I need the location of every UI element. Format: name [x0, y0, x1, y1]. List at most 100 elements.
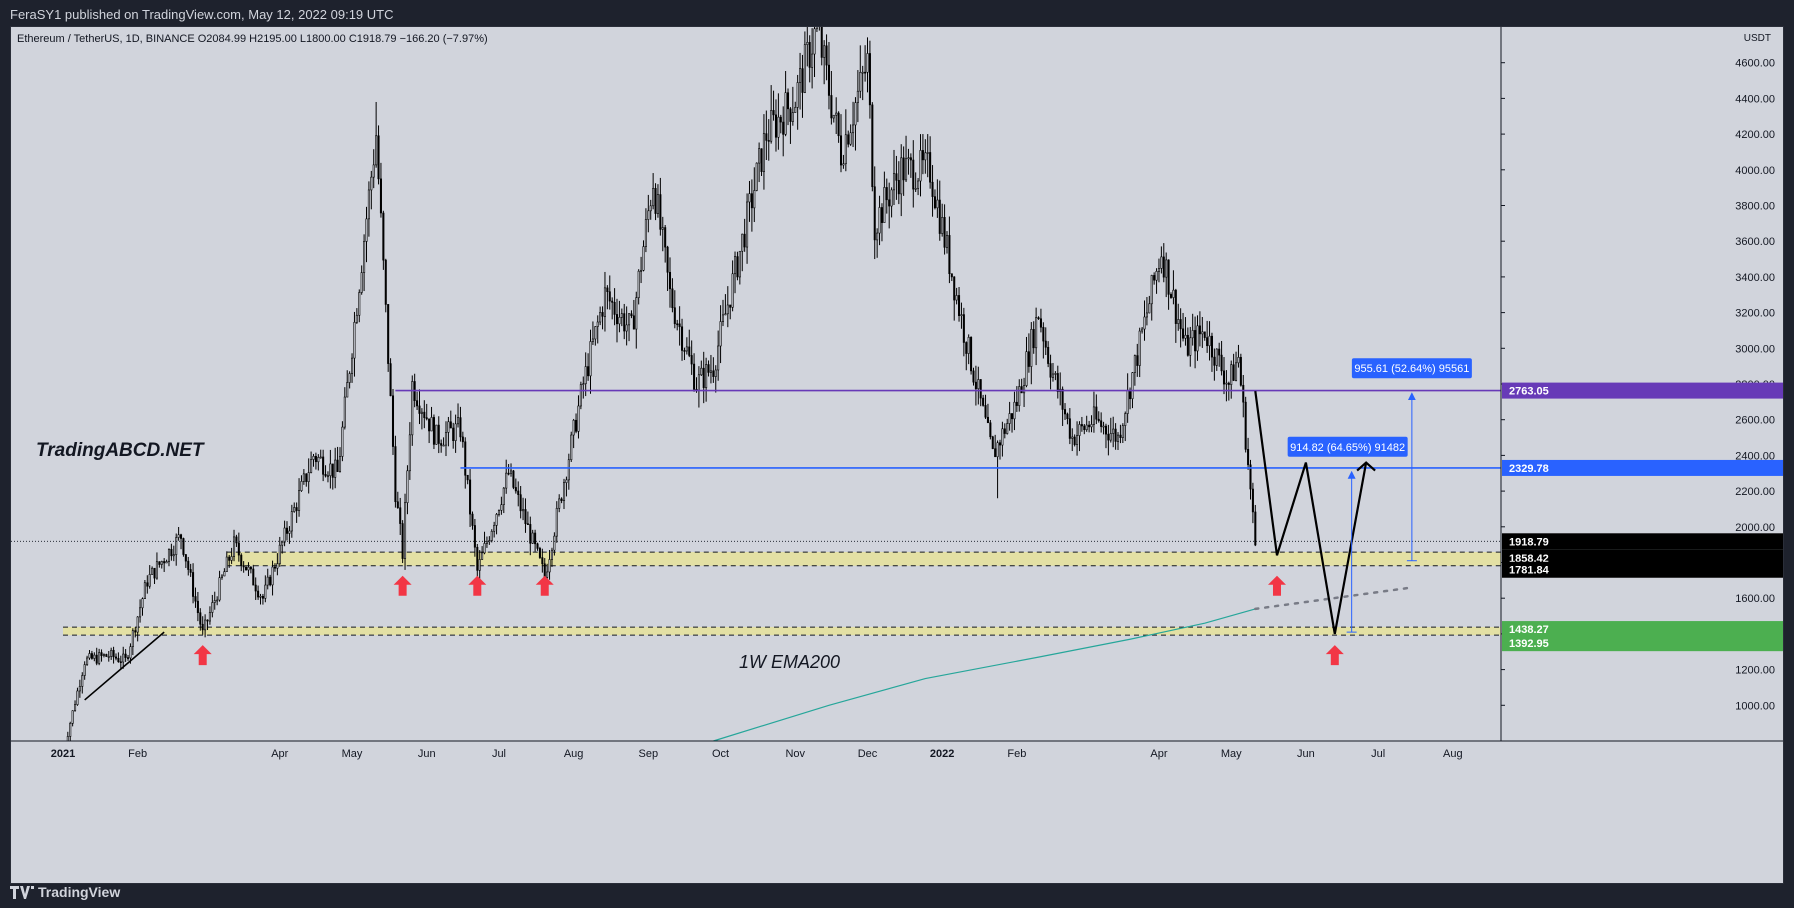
- candle-body: [271, 566, 274, 586]
- time-tick-label: Jun: [1297, 748, 1315, 760]
- upper-support-zone: [226, 552, 1502, 566]
- candle-body: [1129, 389, 1132, 400]
- candle-body: [986, 416, 989, 424]
- candle-body: [440, 443, 443, 446]
- candle-body: [965, 342, 968, 354]
- price-tick-label: 4200.00: [1735, 129, 1775, 141]
- time-tick-label: Feb: [128, 748, 147, 760]
- candle-body: [358, 292, 361, 316]
- candle-body: [796, 82, 799, 108]
- candle-body: [497, 510, 500, 515]
- candle-body: [1066, 413, 1069, 420]
- buy-arrow-5: [1325, 645, 1344, 666]
- candle-body: [305, 473, 308, 482]
- candle-body: [1174, 289, 1177, 324]
- candle-body: [505, 472, 508, 489]
- candle-body: [204, 619, 207, 631]
- candle-body: [213, 600, 216, 603]
- candle-body: [1239, 357, 1242, 386]
- candle-body: [827, 64, 830, 96]
- candle-body: [254, 584, 257, 592]
- candle-body: [86, 657, 89, 665]
- candle-body: [136, 616, 139, 633]
- candle-body: [671, 288, 674, 309]
- candle-body: [194, 596, 197, 602]
- candle-body: [343, 396, 346, 428]
- candle-body: [982, 397, 985, 406]
- candle-body: [404, 502, 407, 559]
- candle-body: [823, 45, 826, 58]
- candle-body: [594, 326, 597, 340]
- candle-body: [601, 312, 604, 317]
- candle-body: [668, 271, 672, 290]
- lower-support-zone: [63, 627, 1501, 636]
- candle-body: [331, 463, 334, 478]
- candle-body: [485, 541, 488, 544]
- candle-body: [830, 95, 833, 119]
- candle-body: [1232, 364, 1235, 381]
- candle-body: [929, 152, 932, 183]
- candle-body: [541, 557, 544, 565]
- candle-body: [88, 653, 91, 659]
- candle-body: [529, 524, 532, 544]
- candlestick-chart[interactable]: 914.82 (64.65%) 91482 955.61 (52.64%) 955…: [11, 27, 1784, 884]
- candle-body: [1104, 425, 1107, 435]
- price-tick-label: 3000.00: [1735, 343, 1775, 355]
- lower-zone-top-tag-bg: [1502, 621, 1783, 638]
- price-tick-label: 2600.00: [1735, 415, 1775, 427]
- candle-body: [310, 459, 313, 473]
- candle-body: [1032, 329, 1035, 349]
- candle-body: [175, 537, 178, 555]
- candle-body: [1076, 435, 1079, 445]
- time-tick-label: Jun: [418, 748, 436, 760]
- candle-body: [435, 424, 438, 445]
- candle-body: [155, 561, 158, 579]
- candle-body: [919, 150, 922, 182]
- candle-body: [746, 201, 749, 248]
- candle-body: [259, 595, 262, 598]
- candle-body: [437, 424, 440, 444]
- candle-body: [548, 559, 551, 573]
- candle-body: [1025, 351, 1028, 386]
- candle-body: [606, 287, 609, 293]
- candle-body: [924, 152, 927, 161]
- candle-body: [418, 405, 421, 414]
- candle-body: [1112, 428, 1115, 434]
- candle-body: [452, 427, 455, 441]
- candle-body: [1095, 406, 1098, 420]
- candle-body: [394, 446, 397, 503]
- ema200-projection: [1254, 586, 1414, 611]
- candle-body: [93, 654, 96, 659]
- candle-body: [307, 472, 310, 482]
- candle-body: [1136, 355, 1139, 366]
- candle-body: [257, 590, 260, 598]
- candle-body: [762, 133, 765, 172]
- chart-area[interactable]: 914.82 (64.65%) 91482 955.61 (52.64%) 955…: [10, 26, 1784, 884]
- candle-body: [917, 180, 920, 189]
- candle-body: [1143, 316, 1146, 330]
- candle-body: [317, 457, 320, 463]
- time-tick-label: 2021: [51, 748, 75, 760]
- candle-body: [1133, 355, 1136, 373]
- candle-body: [420, 411, 423, 414]
- candle-body: [230, 556, 233, 561]
- candle-body: [1107, 433, 1110, 441]
- candle-body: [921, 150, 924, 161]
- candle-body: [117, 657, 120, 663]
- candle-body: [1001, 428, 1004, 446]
- candle-body: [1049, 363, 1052, 378]
- candle-body: [866, 53, 869, 73]
- candle-body: [112, 649, 115, 658]
- candle-body: [835, 112, 838, 116]
- candle-body: [656, 194, 659, 214]
- candle-body: [1157, 268, 1160, 272]
- candle-body: [76, 690, 79, 705]
- ema-label: 1W EMA200: [739, 652, 840, 672]
- candle-body: [794, 107, 797, 113]
- candle-body: [1167, 259, 1170, 295]
- candle-body: [534, 532, 537, 545]
- candle-body: [618, 316, 621, 325]
- candle-body: [163, 561, 166, 564]
- candle-body: [1037, 317, 1040, 320]
- price-tick-label: 2000.00: [1735, 522, 1775, 534]
